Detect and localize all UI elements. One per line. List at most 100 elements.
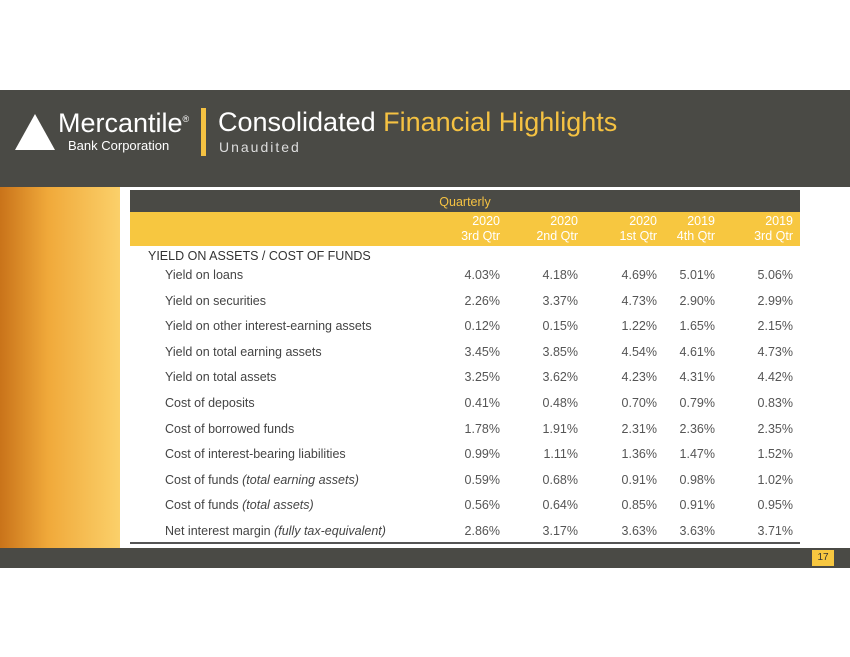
value-cell: 4.73% [621,293,657,308]
side-strip [0,187,120,548]
row-label: Cost of interest-bearing liabilities [165,447,346,461]
value-cell: 4.73% [757,344,793,359]
value-cell: 1.47% [679,447,715,462]
value-cell: 4.54% [621,344,657,359]
column-year: 2020 [472,214,500,228]
value-cell: 4.42% [757,370,793,385]
value-cell: 0.98% [679,472,715,487]
value-cell: 0.48% [542,396,578,410]
label-text: Cost of interest-bearing liabilities [165,447,346,462]
value-cell: 0.64% [542,498,578,513]
label-text: Cost of deposits [165,396,255,410]
table-rule [130,542,800,544]
value-cell: 2.99% [757,293,793,308]
value-cell: 1.22% [621,319,657,334]
label-text: Cost of borrowed funds [165,421,295,436]
value-cell: 2.86% [464,524,500,538]
value-cell: 5.01% [679,268,715,282]
row-label: Cost of deposits [165,396,255,410]
value-cell: 0.12% [464,319,500,334]
label-text: Yield on other interest-earning assets [165,319,372,334]
value-cell: 0.91% [621,472,657,487]
value-cell: 0.68% [542,472,578,487]
value-cell: 0.59% [464,472,500,487]
label-text: Cost of funds [165,498,239,513]
value-cell: 4.03% [464,268,500,282]
value-cell: 1.02% [757,472,793,487]
column-quarter: 2nd Qtr [536,229,578,243]
column-year: 2019 [687,214,715,228]
label-text: Yield on total earning assets [165,344,322,359]
value-cell: 1.36% [621,447,657,462]
row-label: Cost of funds (total earning assets) [165,473,359,487]
label-text: Yield on loans [165,268,244,282]
value-cell: 0.95% [757,498,793,513]
column-header-row [130,212,800,246]
divider [201,108,206,156]
value-cell: 4.31% [679,370,715,385]
value-cell: 1.65% [679,319,715,334]
value-cell: 0.70% [621,396,657,410]
label-text: Net interest margin [165,524,271,538]
value-cell: 3.62% [542,370,578,385]
row-label: Yield on loans [165,268,243,282]
logo-triangle [15,114,55,150]
value-cell: 0.15% [542,319,578,334]
column-year: 2020 [629,214,657,228]
page-number: 17 [812,550,834,566]
label-note: (total earning assets) [242,472,359,487]
row-label: Yield on other interest-earning assets [165,319,372,333]
value-cell: 3.17% [542,524,578,538]
value-cell: 3.63% [621,524,657,538]
value-cell: 3.71% [757,524,793,538]
value-cell: 3.37% [542,293,578,308]
value-cell: 0.91% [679,498,715,513]
value-cell: 3.85% [542,344,578,359]
value-cell: 5.06% [757,268,793,282]
group-header-row [130,190,800,212]
row-label: Cost of borrowed funds [165,422,294,436]
label-text: Yield on securities [165,293,266,308]
value-cell: 2.15% [757,319,793,334]
value-cell: 2.90% [679,293,715,308]
row-label: Yield on total assets [165,370,276,384]
value-cell: 0.99% [464,447,500,462]
section-header: YIELD ON ASSETS / COST OF FUNDS [148,249,371,263]
row-label: Net interest margin (fully tax-equivalen… [165,524,386,538]
value-cell: 2.31% [621,421,657,436]
title-part: Consolidated [218,107,376,137]
value-cell: 2.36% [679,421,715,436]
column-quarter: 1st Qtr [619,229,657,243]
column-quarter: 4th Qtr [676,229,715,243]
label-note: (total assets) [242,498,314,513]
subtitle: Unaudited [219,139,301,155]
value-cell: 2.35% [757,421,793,436]
footer-band [0,548,850,568]
value-cell: 4.69% [621,268,657,282]
value-cell: 0.83% [757,396,793,410]
logo-text: Mercantile [58,108,183,138]
value-cell: 4.18% [542,268,578,282]
row-label: Yield on total earning assets [165,345,322,359]
value-cell: 4.23% [621,370,657,385]
logo-name: Mercantile® [58,108,189,139]
value-cell: 4.61% [679,344,715,359]
value-cell: 3.45% [464,344,500,359]
row-label: Cost of funds (total assets) [165,498,314,512]
value-cell: 0.56% [464,498,500,513]
value-cell: 1.91% [542,421,578,436]
group-header: Quarterly [439,195,491,209]
header-band [0,90,850,187]
logo-mark: ® [182,114,190,124]
label-text: Cost of funds [165,472,239,487]
label-note: (fully tax-equivalent) [274,524,386,538]
label-text: Yield on total assets [165,370,277,385]
value-cell: 1.78% [464,421,500,436]
title-part: Financial Highlights [383,107,618,137]
value-cell: 2.26% [464,293,500,308]
value-cell: 0.79% [679,396,715,410]
value-cell: 3.25% [464,370,500,385]
column-quarter: 3rd Qtr [754,229,793,243]
column-year: 2019 [765,214,793,228]
